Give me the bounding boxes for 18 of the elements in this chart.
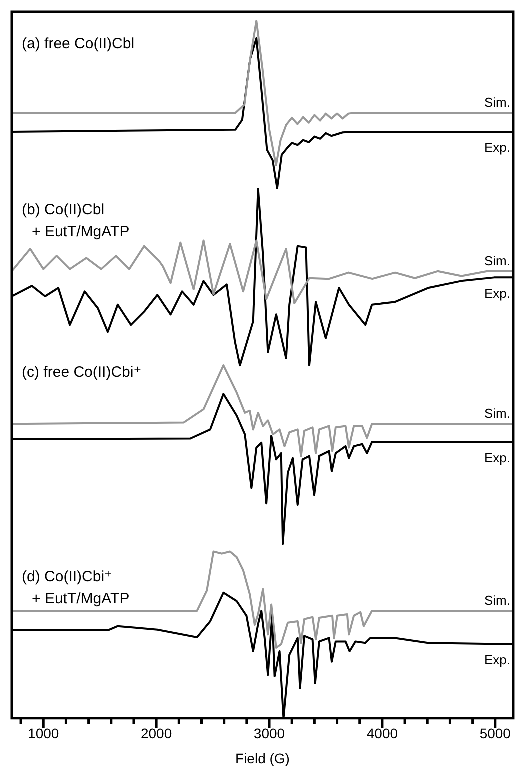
series-label: Exp. — [484, 286, 510, 301]
annotation: (b) Co(II)Cbl + EutT/MgATP — [22, 201, 130, 240]
x-tick-label: 2000 — [140, 726, 172, 742]
series-label: Exp. — [484, 652, 510, 668]
x-axis-title: Field (G) — [236, 750, 290, 766]
series-label: Exp. — [484, 140, 510, 156]
series-label: Exp. — [484, 450, 510, 466]
series-label: Sim. — [484, 593, 510, 608]
x-tick-label: 5000 — [480, 726, 512, 742]
series-label: Sim. — [484, 253, 510, 268]
annotation: (c) free Co(II)Cbi⁺ — [22, 364, 142, 381]
x-tick-label: 1000 — [28, 726, 60, 742]
annotation: (a) free Co(II)Cbl — [22, 35, 135, 52]
x-tick-label: 4000 — [366, 726, 398, 742]
series-label: Sim. — [484, 406, 510, 422]
annotation: (d) Co(II)Cbi⁺ + EutT/MgATP — [22, 568, 130, 608]
x-tick-label: 3000 — [254, 726, 286, 742]
series-label: Sim. — [484, 95, 510, 110]
